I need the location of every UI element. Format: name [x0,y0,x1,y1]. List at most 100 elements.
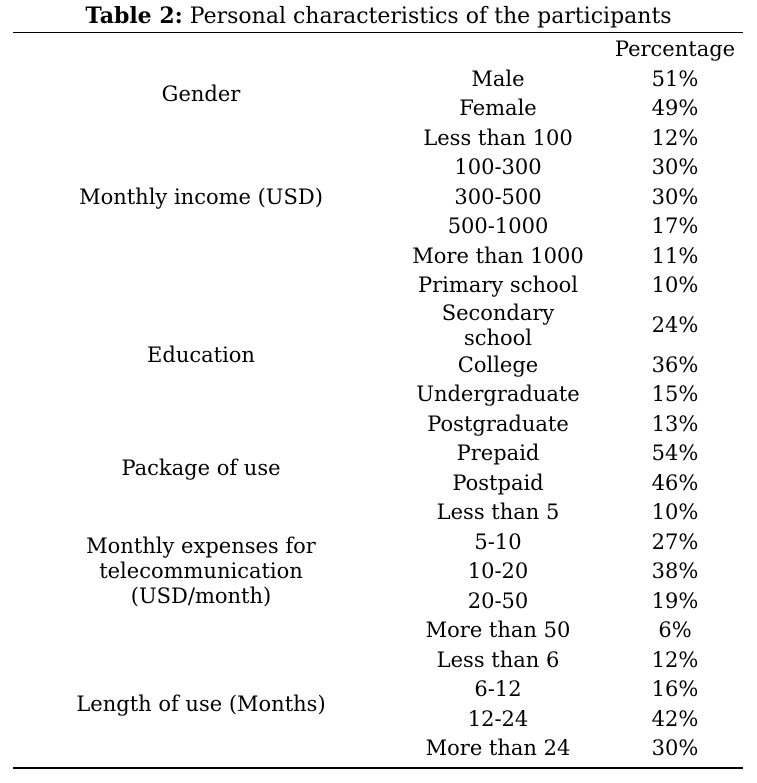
category-label: Monthly expenses for telecommunication (… [86,534,316,609]
header-cell-subcategory [389,35,607,65]
subcategory-cell: 300-500 [389,183,607,213]
subcategory-label: Less than 5 [436,500,560,525]
subcategory-cell: 10-20 [389,557,607,587]
category-label: Monthly income (USD) [79,184,323,209]
table-row: 6-12 16% [13,675,743,705]
subcategory-cell: Less than 100 [389,124,607,154]
subcategory-label: 20-50 [467,588,529,613]
subcategory-label: 500-1000 [447,214,549,239]
subcategory-label: Less than 100 [423,125,573,150]
category-label: Education [147,342,255,367]
table-row: 5-10 27% [13,528,743,558]
table-row: Gender Male 51% [13,65,743,106]
subcategory-cell: More than 50 [389,616,607,646]
table-caption: Table 2: Personal characteristics of the… [0,2,757,31]
table-row: 10-20 38% [13,557,743,587]
category-label: Length of use (Months) [76,692,326,716]
percentage-cell: 10% [651,273,699,298]
subcategory-cell: Postpaid [389,469,607,499]
table-row: Education Primary school 10% [13,271,743,366]
table-row: Female 49% [13,94,743,124]
table-row: Postgraduate 13% [13,410,743,440]
table-body: Gender Male 51% Female 49% Monthly income (US… [13,65,743,764]
table-row: Postpaid 46% [13,469,743,499]
subcategory-cell: More than 24 [389,734,607,764]
percentage-cell: 49% [651,96,699,121]
percentage-cell: 30% [651,184,699,209]
subcategory-label: 10-20 [467,559,529,584]
table-row: More than 1000 11% [13,242,743,272]
category-cell: Length of use (Months) [13,646,389,764]
category-cell: Monthly income (USD) [13,124,389,272]
percentage-cell: 6% [658,618,692,643]
subcategory-label: 12-24 [467,706,529,731]
subcategory-cell: 6-12 [389,675,607,705]
percentage-cell: 46% [651,470,699,495]
percentage-cell: 51% [651,66,699,91]
subcategory-label: Prepaid [456,441,540,466]
subcategory-cell: More than 1000 [389,242,607,272]
table-row: Package of use Prepaid 54% [13,439,743,480]
category-cell: Monthly expenses for telecommunication (… [13,498,389,646]
subcategory-cell: Less than 6 [389,646,607,676]
percentage-cell: 42% [651,706,699,731]
percentage-cell: 27% [651,529,699,554]
percentage-cell: 19% [651,588,699,613]
category-label: Package of use [121,456,281,480]
category-cell: Gender [13,65,389,124]
subcategory-cell: 20-50 [389,587,607,617]
subcategory-label: More than 1000 [412,243,584,268]
percentage-cell: 30% [651,736,699,761]
subcategory-cell: Prepaid [389,439,607,469]
subcategory-label: Female [459,96,537,121]
table-caption-label: Table 2: [85,3,183,29]
percentage-cell: 38% [651,559,699,584]
percentage-cell: 16% [651,677,699,702]
table-row: Monthly expenses for telecommunication (… [13,498,743,608]
subcategory-label: Postgraduate [427,411,569,436]
category-label: Gender [161,81,241,106]
header-cell-percentage: Percentage [614,37,736,62]
percentage-cell: 12% [651,125,699,150]
percentage-cell: 10% [651,500,699,525]
subcategory-label: Less than 6 [436,647,560,672]
table-row: More than 50 6% [13,616,743,646]
subcategory-label: More than 24 [425,736,571,761]
table-row: College 36% [13,351,743,381]
percentage-cell: 54% [651,441,699,466]
subcategory-cell: College [389,351,607,381]
percentage-cell: 13% [651,411,699,436]
category-cell: Education [13,271,389,439]
top-rule [13,32,743,33]
subcategory-label: Postpaid [452,470,544,495]
table-row: 100-300 30% [13,153,743,183]
subcategory-cell: 12-24 [389,705,607,735]
percentage-cell: 17% [651,214,699,239]
header-cell-category [13,35,389,65]
table-row: Secondary school 24% [13,301,743,351]
subcategory-label: 5-10 [474,529,522,554]
percentage-cell: 15% [651,382,699,407]
subcategory-cell: Postgraduate [389,410,607,440]
subcategory-cell: 5-10 [389,528,607,558]
subcategory-cell: 100-300 [389,153,607,183]
subcategory-cell: Secondary school [389,301,607,351]
subcategory-label: Secondary school [441,300,555,350]
subcategory-label: Primary school [418,273,578,298]
bottom-rule [13,767,743,769]
subcategory-cell: Female [389,94,607,124]
percentage-cell: 12% [651,647,699,672]
subcategory-label: College [457,352,539,377]
table-row: 12-24 42% [13,705,743,735]
table-row: 500-1000 17% [13,212,743,242]
percentage-cell: 36% [651,352,699,377]
subcategory-cell: 500-1000 [389,212,607,242]
characteristics-table: Percentage Gender Male 51% Female 49% Monthly… [13,35,743,764]
percentage-cell: 30% [651,155,699,180]
subcategory-cell: Primary school [389,271,607,301]
category-cell: Package of use [13,439,389,498]
table-row: Length of use (Months) Less than 6 12% [13,646,743,716]
subcategory-cell: Male [389,65,607,95]
subcategory-label: 100-300 [454,155,542,180]
